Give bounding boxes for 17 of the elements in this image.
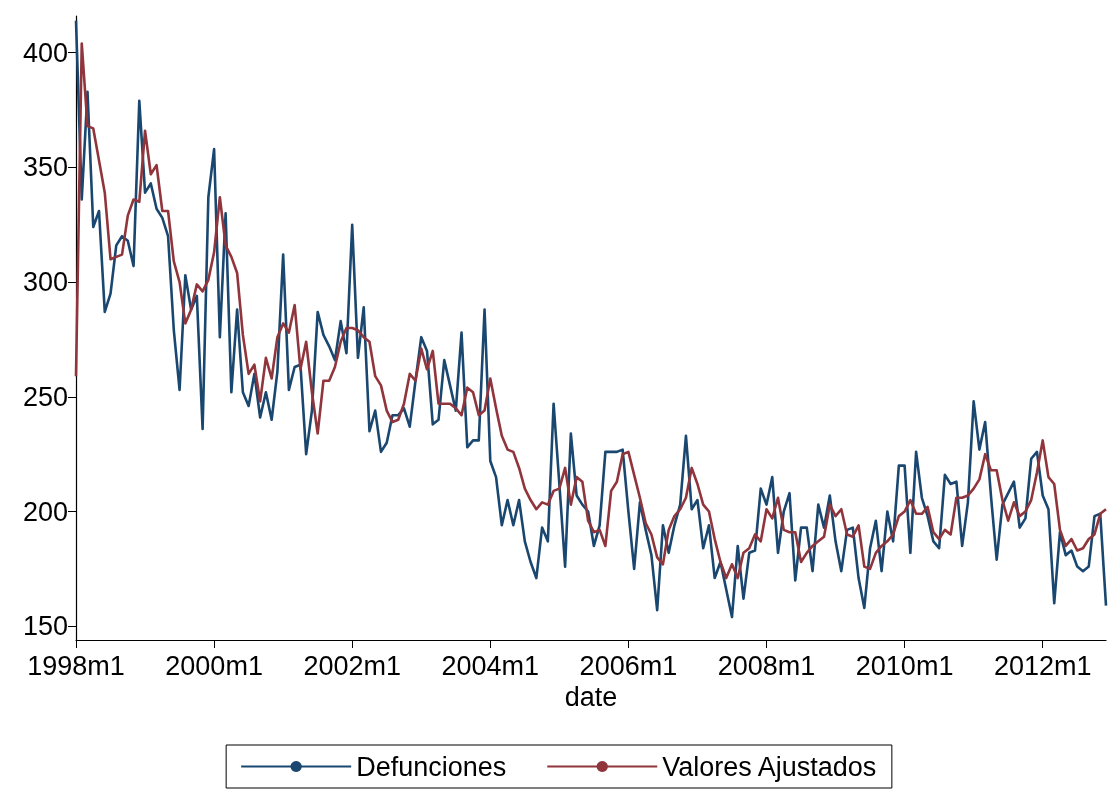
y-tick-label: 200 [22, 496, 68, 527]
x-tick-label: 2012m1 [993, 650, 1092, 681]
legend-label: Defunciones [356, 751, 507, 782]
x-tick-label: 2004m1 [441, 650, 540, 681]
x-tick-label: 2010m1 [855, 650, 954, 681]
x-tick-label: 2002m1 [303, 650, 401, 681]
y-tick-label: 250 [22, 381, 68, 412]
x-tick-label: 2008m1 [717, 650, 816, 681]
x-tick-label: 2006m1 [579, 650, 678, 681]
y-tick-label: 400 [22, 37, 68, 68]
legend-label: Valores Ajustados [662, 751, 877, 782]
y-tick-label: 300 [22, 267, 68, 298]
y-tick-label: 350 [22, 152, 68, 183]
x-tick-label: 1998m1 [27, 650, 125, 681]
x-axis-title: date [564, 682, 618, 713]
x-tick-label: 2000m1 [165, 650, 263, 681]
y-tick-label: 150 [22, 611, 68, 642]
